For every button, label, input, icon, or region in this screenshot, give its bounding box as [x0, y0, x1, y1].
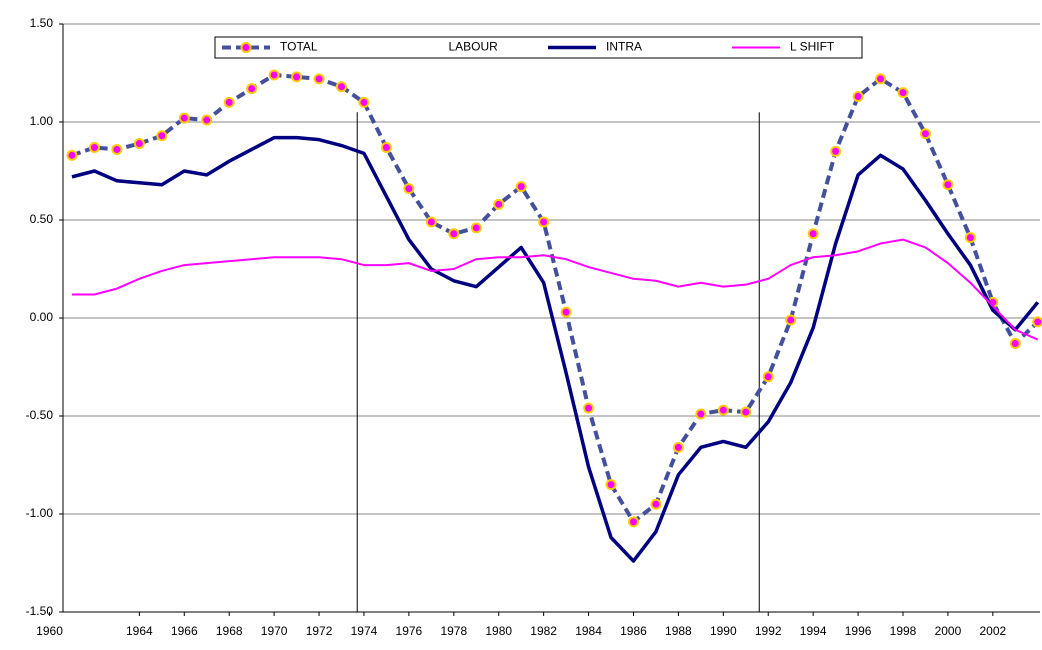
data-point — [583, 402, 595, 414]
data-point — [133, 138, 145, 150]
data-point — [358, 96, 370, 108]
x-tick-label: 1974 — [351, 624, 378, 638]
data-point — [897, 87, 909, 99]
x-tick-label: 1984 — [575, 624, 602, 638]
x-tick-label: 1994 — [800, 624, 827, 638]
y-tick-label: -1.50 — [26, 604, 54, 618]
legend-box — [214, 36, 863, 59]
x-tick-label: 1998 — [890, 624, 917, 638]
y-tick-label: 1.50 — [30, 16, 54, 30]
legend-marker — [240, 42, 252, 53]
y-tick-label: 0.00 — [30, 310, 54, 324]
data-point — [515, 181, 527, 193]
data-point — [1032, 316, 1042, 328]
data-point — [313, 73, 325, 85]
y-tick-label: 0.50 — [30, 212, 54, 226]
data-point — [268, 69, 280, 81]
data-point — [672, 441, 684, 453]
x-tick-label: 1990 — [710, 624, 737, 638]
x-tick-label: 1964 — [126, 624, 153, 638]
x-tick-label: 1986 — [620, 624, 647, 638]
data-point — [830, 145, 842, 157]
data-point — [1009, 337, 1021, 349]
data-point — [852, 91, 864, 103]
legend-label: TOTAL LABOUR — [280, 40, 498, 54]
data-point — [627, 516, 639, 528]
data-point — [740, 406, 752, 418]
x-tick-label: 2002 — [979, 624, 1006, 638]
x-tick-label: 1960 — [36, 624, 63, 638]
x-tick-label: 1968 — [216, 624, 243, 638]
x-tick-label: 1988 — [665, 624, 692, 638]
data-point — [291, 71, 303, 83]
y-tick-label: -0.50 — [26, 408, 54, 422]
data-point — [717, 404, 729, 416]
data-point — [470, 222, 482, 234]
x-tick-label: 1992 — [755, 624, 782, 638]
y-tick-label: 1.00 — [30, 114, 54, 128]
data-point — [111, 143, 123, 155]
data-point — [538, 216, 550, 228]
x-tick-label: 1976 — [396, 624, 423, 638]
x-tick-label: 1970 — [261, 624, 288, 638]
x-tick-label: 1978 — [440, 624, 467, 638]
x-tick-label: 1980 — [485, 624, 512, 638]
data-point — [605, 479, 617, 491]
series-line — [71, 135, 1040, 563]
data-point — [762, 371, 774, 383]
legend-label: L SHIFT — [790, 40, 835, 54]
x-tick-label: 2000 — [935, 624, 962, 638]
data-point — [156, 130, 168, 142]
data-point — [942, 179, 954, 191]
data-point — [919, 128, 931, 140]
data-point — [223, 96, 235, 108]
x-tick-label: 1996 — [845, 624, 872, 638]
data-point — [785, 314, 797, 326]
y-tick-label: -1.00 — [26, 506, 54, 520]
data-point — [493, 198, 505, 210]
x-tick-label: 1966 — [171, 624, 198, 638]
data-point — [178, 112, 190, 124]
data-point — [695, 408, 707, 420]
data-point — [201, 114, 213, 126]
data-point — [336, 81, 348, 93]
data-point — [964, 232, 976, 244]
data-point — [88, 141, 100, 153]
data-point — [807, 228, 819, 240]
x-tick-label: 1972 — [306, 624, 333, 638]
legend-label: INTRA — [606, 40, 642, 54]
data-point — [246, 83, 258, 95]
data-point — [875, 73, 887, 85]
series-line — [71, 238, 1039, 341]
series-line — [71, 72, 1040, 524]
legend: TOTAL LABOUR INTRA L SHIFT — [214, 36, 863, 59]
data-point — [380, 141, 392, 153]
data-point — [403, 183, 415, 195]
data-point — [448, 228, 460, 240]
data-point — [650, 498, 662, 510]
x-tick-label: 1982 — [530, 624, 557, 638]
data-point — [560, 306, 572, 318]
data-point — [425, 216, 437, 228]
data-point — [66, 149, 78, 161]
